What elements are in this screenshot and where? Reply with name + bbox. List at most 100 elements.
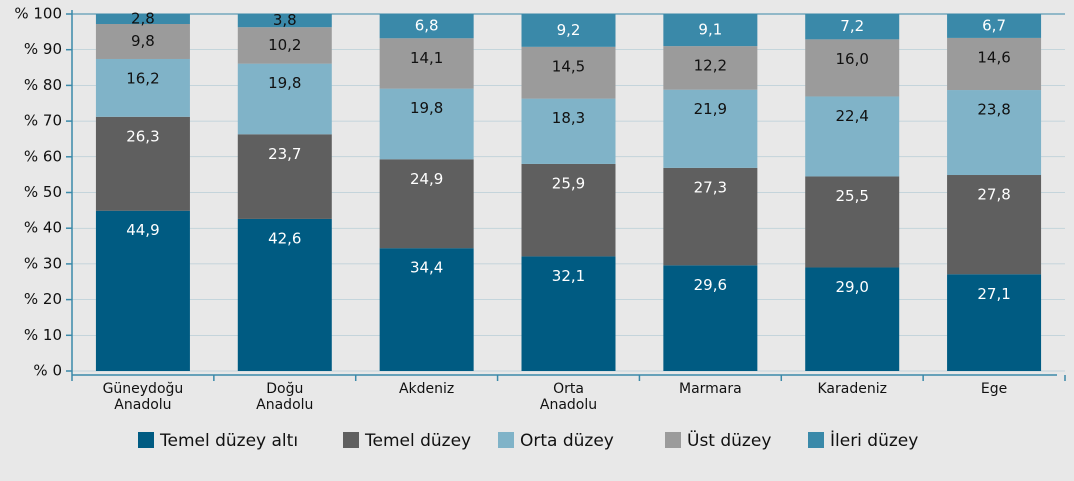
data-label: 3,8 (273, 11, 297, 29)
data-label: 19,8 (410, 99, 443, 117)
data-label: 44,9 (126, 221, 159, 239)
bar-segment (237, 134, 332, 219)
data-label: 9,2 (557, 21, 581, 39)
data-label: 27,3 (694, 178, 727, 196)
data-label: 16,0 (836, 50, 869, 68)
y-tick-label: % 0 (33, 362, 62, 380)
bar-segment (95, 210, 190, 371)
y-tick-label: % 100 (14, 5, 62, 23)
data-label: 34,4 (410, 259, 443, 277)
bar-segment (237, 63, 332, 135)
x-tick-label: Karadeniz (817, 381, 886, 397)
x-tick-label: Güneydoğu Anadolu (103, 381, 184, 413)
bar-segment (379, 38, 474, 89)
x-tick-label: Orta Anadolu (540, 381, 597, 413)
bar-segment (379, 14, 474, 39)
data-label: 25,5 (836, 187, 869, 205)
data-label: 9,8 (131, 32, 155, 50)
bar-segment (521, 163, 616, 257)
data-label: 32,1 (552, 267, 585, 285)
legend-label: Orta düzey (520, 431, 614, 451)
legend-swatch (665, 432, 681, 448)
legend-label: Üst düzey (687, 429, 771, 451)
data-label: 14,5 (552, 57, 585, 75)
y-tick-label: % 40 (24, 219, 62, 237)
bar-segment (947, 274, 1042, 371)
x-tick-label: Akdeniz (399, 381, 454, 397)
data-label: 2,8 (131, 9, 155, 27)
data-label: 24,9 (410, 170, 443, 188)
bar-segment (805, 96, 900, 177)
bar-segment (521, 46, 616, 99)
bar-segment (947, 14, 1042, 38)
data-label: 21,9 (694, 100, 727, 118)
bar-segment (805, 13, 900, 40)
bar-segment (805, 39, 900, 97)
legend-swatch (138, 432, 154, 448)
bar-segment (947, 175, 1042, 275)
bar-segment (663, 46, 758, 90)
x-tick-label: Ege (981, 381, 1007, 397)
bar-segment (379, 159, 474, 249)
data-label: 9,1 (698, 20, 722, 38)
y-tick-label: % 30 (24, 254, 62, 272)
x-tick-label: Doğu Anadolu (256, 381, 313, 413)
bar-segment (521, 14, 616, 47)
data-label: 14,1 (410, 49, 443, 67)
data-label: 42,6 (268, 229, 301, 247)
bar-segment (805, 267, 900, 371)
data-label: 26,3 (126, 127, 159, 145)
data-label: 19,8 (268, 74, 301, 92)
bar-segment (663, 89, 758, 168)
bar-segment (379, 248, 474, 371)
data-label: 6,7 (982, 16, 1006, 34)
bar-segment (805, 176, 900, 268)
data-label: 12,2 (694, 57, 727, 75)
data-label: 14,6 (977, 48, 1010, 66)
legend-label: Temel düzey (364, 431, 471, 451)
bar-segment (95, 58, 190, 117)
legend-swatch (808, 432, 824, 448)
bar-segment (95, 14, 190, 24)
legend-swatch (498, 432, 514, 448)
y-tick-label: % 20 (24, 290, 62, 308)
bar-segment (237, 13, 332, 28)
bar-segment (947, 37, 1042, 91)
data-label: 23,8 (977, 101, 1010, 119)
data-label: 27,1 (977, 285, 1010, 303)
bar-segment (237, 218, 332, 371)
data-label: 23,7 (268, 145, 301, 163)
data-label: 16,2 (126, 69, 159, 87)
bar-segment (95, 23, 190, 59)
bar-segment (379, 88, 474, 160)
data-label: 7,2 (840, 17, 864, 35)
bar-segment (663, 13, 758, 47)
data-label: 25,9 (552, 174, 585, 192)
y-tick-label: % 10 (24, 326, 62, 344)
data-label: 27,8 (977, 186, 1010, 204)
y-tick-label: % 70 (24, 112, 62, 130)
bar-segment (663, 265, 758, 371)
bar-segment (521, 98, 616, 164)
y-tick-label: % 50 (24, 183, 62, 201)
bar-segment (663, 167, 758, 266)
legend-label: Temel düzey altı (159, 431, 298, 451)
x-tick-label: Marmara (679, 381, 742, 397)
y-tick-label: % 80 (24, 76, 62, 94)
bar-segment (521, 256, 616, 371)
bar-segment (237, 27, 332, 64)
data-label: 29,6 (694, 276, 727, 294)
legend-label: İleri düzey (830, 430, 918, 451)
data-label: 18,3 (552, 109, 585, 127)
y-tick-label: % 90 (24, 40, 62, 58)
bar-segment (95, 116, 190, 211)
y-tick-label: % 60 (24, 147, 62, 165)
data-label: 29,0 (836, 278, 869, 296)
data-label: 10,2 (268, 36, 301, 54)
legend-swatch (343, 432, 359, 448)
data-label: 6,8 (415, 17, 439, 35)
data-label: 22,4 (836, 107, 869, 125)
bar-segment (947, 90, 1042, 176)
